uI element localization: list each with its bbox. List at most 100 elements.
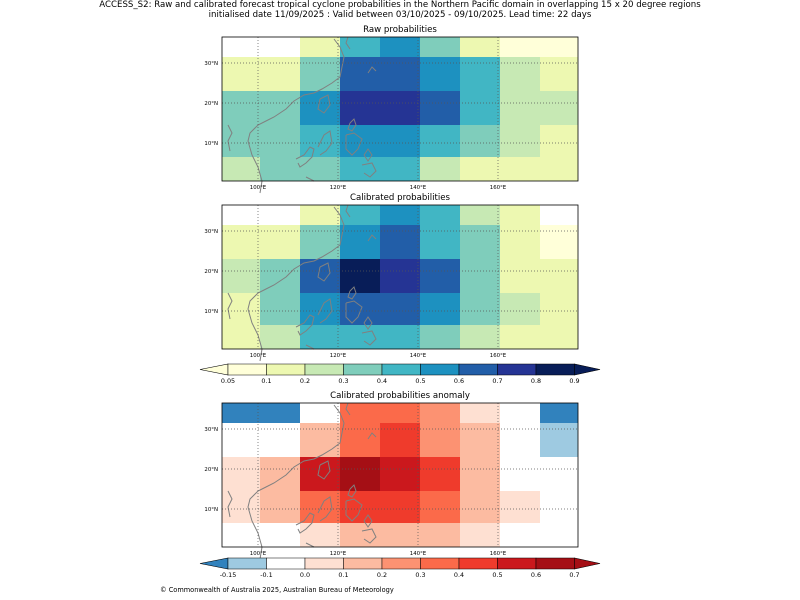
colorbar-segment: [343, 363, 383, 376]
grid-cell: [420, 91, 460, 125]
grid-cell: [340, 205, 380, 225]
map-panel-2: Calibrated probabilities 100°E 120°E 140°E 1…: [204, 193, 579, 362]
latitude-tick-label: 30°N: [204, 427, 218, 433]
grid-cell: [500, 259, 540, 293]
grid-cell: [340, 325, 380, 349]
coastline: [347, 118, 357, 132]
grid-cell: [380, 293, 420, 325]
colorbar-tick-label: 0.7: [492, 377, 502, 385]
grid-cell: [300, 457, 340, 491]
map-frame: [221, 36, 579, 182]
grid-cell: [260, 57, 300, 91]
latitude-tick-label: 20°N: [204, 467, 218, 473]
grid-cell: [340, 523, 380, 547]
colorbar-segment: [420, 557, 460, 570]
colorbar-tick-label: -0.15: [220, 571, 237, 579]
grid-cell: [500, 125, 540, 157]
grid-cell: [500, 423, 540, 457]
grid-cell: [380, 125, 420, 157]
coastline: [305, 176, 315, 182]
grid-cell: [500, 205, 540, 225]
colorbar-segment: [266, 363, 306, 376]
grid-cell: [260, 325, 300, 349]
colorbar-tick-label: 0.3: [415, 571, 425, 579]
longitude-tick-label: 120°E: [330, 353, 347, 359]
grid-cell: [460, 403, 500, 423]
grid-cell: [380, 403, 420, 423]
latitude-tick-label: 10°N: [204, 507, 218, 513]
colorbar-segment: [497, 363, 537, 376]
coastline: [345, 402, 351, 416]
grid-cell: [460, 157, 500, 181]
panel-title: Calibrated probabilities anomaly: [330, 391, 470, 401]
coastline: [317, 94, 331, 114]
grid-cell: [260, 91, 300, 125]
coastline: [317, 298, 333, 324]
grid-cell: [380, 91, 420, 125]
grid-cell: [500, 157, 540, 181]
grid-cell: [460, 37, 500, 57]
grid-cell: [540, 37, 578, 57]
colorbar-segment: [227, 557, 267, 570]
colorbar-tick-label: 0.4: [454, 571, 464, 579]
grid-cell: [460, 91, 500, 125]
grid-cell: [380, 259, 420, 293]
coastline: [317, 262, 331, 282]
colorbar-tick-label: 0.3: [338, 377, 348, 385]
grid-cell: [300, 225, 340, 259]
latitude-tick-label: 10°N: [204, 309, 218, 315]
colorbar-tick-label: 0.1: [261, 377, 271, 385]
grid-cell: [340, 403, 380, 423]
grid-cell: [460, 125, 500, 157]
colorbar-tick-label: 0.0: [300, 571, 310, 579]
grid-cell: [340, 125, 380, 157]
grid-cell: [340, 259, 380, 293]
grid-cell: [222, 457, 260, 491]
grid-cell: [460, 523, 500, 547]
grid-cell: [222, 325, 260, 349]
grid-cell: [540, 423, 578, 457]
grid-cell: [460, 457, 500, 491]
grid-cell: [540, 491, 578, 523]
colorbar-tick-label: 0.9: [569, 377, 579, 385]
colorbar-max-extension: [574, 557, 601, 570]
grid-cell: [540, 259, 578, 293]
grid-cell: [340, 57, 380, 91]
grid-cell: [500, 37, 540, 57]
grid-cell: [260, 225, 300, 259]
coastline: [247, 206, 345, 362]
map-frame: [221, 402, 579, 548]
longitude-tick-label: 100°E: [250, 551, 267, 557]
grid-cell: [420, 57, 460, 91]
grid-cell: [420, 403, 460, 423]
grid-cell: [540, 457, 578, 491]
grid-cell: [260, 523, 300, 547]
coastline: [347, 484, 357, 498]
coastline: [363, 148, 373, 162]
coastline: [345, 300, 363, 324]
colorbar-segment: [458, 363, 498, 376]
coastline: [317, 496, 333, 522]
grid-cell: [420, 205, 460, 225]
grid-cell: [460, 225, 500, 259]
colorbar-tick-label: 0.5: [415, 377, 425, 385]
grid-cell: [500, 57, 540, 91]
colorbar-segment: [304, 557, 344, 570]
coastline: [363, 514, 373, 528]
colorbar-tick-label: 0.5: [492, 571, 502, 579]
coastline: [317, 130, 333, 156]
grid-cell: [380, 157, 420, 181]
grid-cell: [380, 457, 420, 491]
probability-colorbar: 0.05 0.1 0.2 0.3 0.4 0.5 0.6 0.7 0.8 0.9: [199, 363, 601, 385]
longitude-tick-label: 140°E: [410, 551, 427, 557]
colorbar-segment: [535, 363, 575, 376]
grid-cell: [260, 293, 300, 325]
grid-cell: [420, 125, 460, 157]
grid-cell: [222, 423, 260, 457]
grid-cell: [380, 57, 420, 91]
grid-cell: [300, 423, 340, 457]
colorbar-tick-label: 0.2: [377, 571, 387, 579]
colorbar-segment: [458, 557, 498, 570]
longitude-tick-label: 160°E: [490, 185, 507, 191]
coastline: [247, 38, 345, 194]
